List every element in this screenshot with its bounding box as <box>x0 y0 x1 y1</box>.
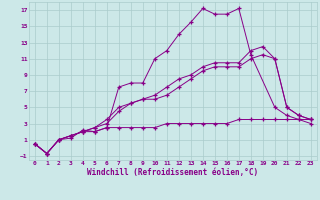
X-axis label: Windchill (Refroidissement éolien,°C): Windchill (Refroidissement éolien,°C) <box>87 168 258 177</box>
